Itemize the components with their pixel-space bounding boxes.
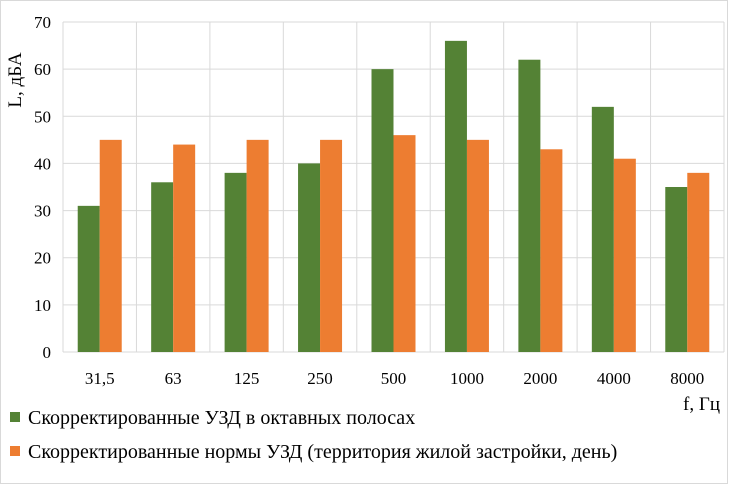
x-tick-label: 63 bbox=[165, 369, 182, 388]
legend-swatch-series-1 bbox=[10, 412, 20, 423]
x-tick-label: 4000 bbox=[597, 369, 631, 388]
x-tick-label: 125 bbox=[234, 369, 260, 388]
legend-item-series-1: Скорректированные УЗД в октавных полосах bbox=[10, 406, 415, 430]
y-tick-label: 60 bbox=[34, 60, 51, 79]
y-tick-label: 40 bbox=[34, 154, 51, 173]
bar-series-2 bbox=[99, 139, 122, 352]
x-tick-label: 8000 bbox=[670, 369, 704, 388]
x-tick-labels: 31,5 63 125 250 500 1000 2000 4000 8000 bbox=[85, 369, 704, 388]
x-tick-label: 250 bbox=[307, 369, 333, 388]
legend-label-series-1: Скорректированные УЗД в октавных полосах bbox=[28, 407, 416, 429]
legend-label-series-2: Скорректированные нормы УЗД (территория … bbox=[28, 441, 618, 463]
bar-series-2 bbox=[687, 172, 710, 352]
bar-series-1 bbox=[591, 106, 614, 352]
x-tick-label: 500 bbox=[381, 369, 407, 388]
bar-series-1 bbox=[77, 205, 100, 352]
bar-series-2 bbox=[320, 139, 343, 352]
y-tick-label: 10 bbox=[34, 296, 51, 315]
bar-series-1 bbox=[371, 69, 394, 353]
y-tick-label: 30 bbox=[34, 202, 51, 221]
bar-series-2 bbox=[613, 158, 636, 352]
x-tick-label: 2000 bbox=[523, 369, 557, 388]
y-tick-label: 50 bbox=[34, 107, 51, 126]
bar-series-2 bbox=[540, 149, 563, 352]
y-axis-label: L, дБА bbox=[5, 52, 26, 107]
x-tick-label: 1000 bbox=[450, 369, 484, 388]
y-tick-label: 20 bbox=[34, 249, 51, 268]
bar-series-1 bbox=[298, 163, 321, 352]
bars bbox=[77, 40, 710, 353]
bar-series-2 bbox=[173, 144, 196, 352]
bar-series-1 bbox=[151, 182, 174, 352]
bar-series-1 bbox=[518, 59, 541, 352]
bar-series-1 bbox=[444, 40, 467, 352]
legend-swatch-series-2 bbox=[10, 446, 20, 457]
bar-series-2 bbox=[393, 135, 416, 352]
bar-series-1 bbox=[665, 187, 688, 352]
x-tick-label: 31,5 bbox=[85, 369, 115, 388]
legend-item-series-2: Скорректированные нормы УЗД (территория … bbox=[10, 440, 617, 464]
bar-series-2 bbox=[246, 139, 269, 352]
y-tick-label: 0 bbox=[43, 343, 52, 362]
y-tick-label: 70 bbox=[34, 13, 51, 32]
bar-series-2 bbox=[466, 139, 489, 352]
bar-series-1 bbox=[224, 172, 247, 352]
x-axis-label: f, Гц bbox=[683, 394, 720, 415]
y-tick-labels: 0 10 20 30 40 50 60 70 bbox=[34, 13, 51, 362]
